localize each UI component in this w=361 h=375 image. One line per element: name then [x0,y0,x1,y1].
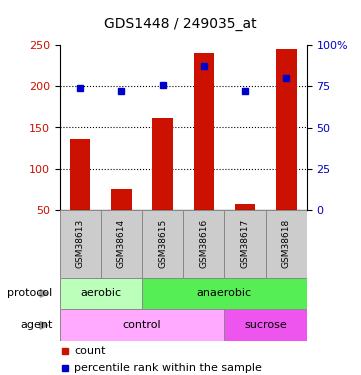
Bar [142,278,307,309]
Text: protocol: protocol [7,288,52,298]
Bar [60,210,101,278]
Text: control: control [123,320,161,330]
Text: sucrose: sucrose [244,320,287,330]
Text: GSM38614: GSM38614 [117,219,126,268]
Bar [60,278,142,309]
Bar [60,309,225,341]
Text: GSM38618: GSM38618 [282,219,291,268]
Bar [235,204,255,210]
Bar [193,53,214,210]
Text: aerobic: aerobic [80,288,121,298]
Text: agent: agent [20,320,52,330]
Text: percentile rank within the sample: percentile rank within the sample [74,363,262,373]
Text: GSM38615: GSM38615 [158,219,167,268]
Bar [225,309,307,341]
Text: count: count [74,346,106,356]
Bar [152,118,173,210]
Bar [101,210,142,278]
Text: GSM38616: GSM38616 [199,219,208,268]
Bar [183,210,225,278]
Text: anaerobic: anaerobic [197,288,252,298]
Bar [111,189,132,210]
Text: GDS1448 / 249035_at: GDS1448 / 249035_at [104,17,257,31]
Bar [276,49,296,210]
Bar [142,210,183,278]
Bar [266,210,307,278]
Text: GSM38617: GSM38617 [240,219,249,268]
Text: GSM38613: GSM38613 [76,219,85,268]
Bar [70,139,91,210]
Bar [225,210,266,278]
